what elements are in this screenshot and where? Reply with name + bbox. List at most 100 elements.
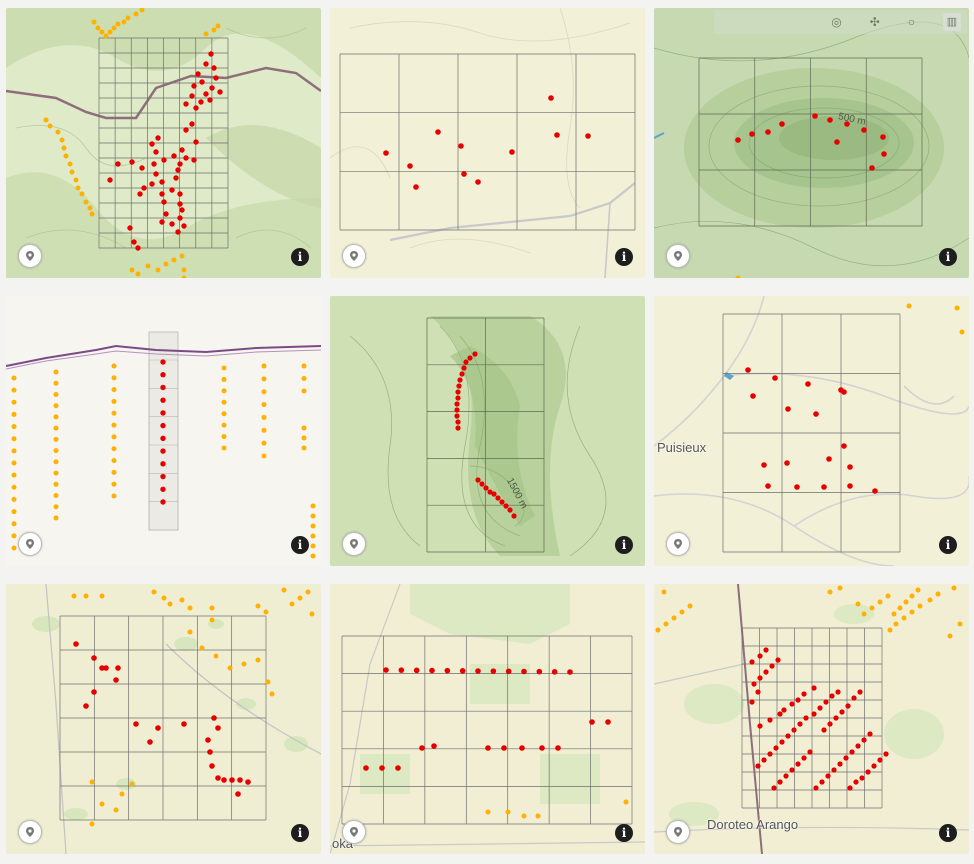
info-icon[interactable]: i xyxy=(615,248,633,266)
map-tile-2[interactable]: i xyxy=(330,8,645,278)
unsampled-point xyxy=(83,593,89,599)
sampled-point xyxy=(183,127,189,133)
locate-pin-icon[interactable] xyxy=(666,244,690,268)
unsampled-point xyxy=(53,493,59,499)
unsampled-point xyxy=(869,605,875,611)
sampled-point xyxy=(73,641,79,647)
sampled-point xyxy=(461,365,467,371)
unsampled-point xyxy=(735,275,741,278)
map-canvas xyxy=(6,8,321,278)
sampled-point xyxy=(801,755,807,761)
sampled-point xyxy=(505,668,512,675)
sampled-point xyxy=(160,359,166,365)
unsampled-point xyxy=(103,33,109,39)
locate-pin-icon[interactable] xyxy=(342,244,366,268)
unsampled-point xyxy=(111,446,117,452)
info-icon[interactable]: i xyxy=(939,248,957,266)
unsampled-point xyxy=(310,543,316,549)
sampled-point xyxy=(171,153,177,159)
ring-icon[interactable]: ◎ xyxy=(831,15,842,29)
sampled-point xyxy=(837,761,843,767)
info-icon[interactable]: i xyxy=(291,536,309,554)
sampled-point xyxy=(398,667,405,673)
locate-pin-icon[interactable] xyxy=(666,820,690,844)
unsampled-point xyxy=(203,31,209,37)
info-icon[interactable]: i xyxy=(939,536,957,554)
map-tile-5[interactable]: 1500 m i xyxy=(330,296,645,566)
sampled-point xyxy=(805,381,811,387)
unsampled-point xyxy=(133,11,139,17)
unsampled-point xyxy=(121,19,127,25)
unsampled-point xyxy=(310,523,316,529)
unsampled-point xyxy=(827,589,833,595)
sampled-point xyxy=(548,95,554,101)
sampled-point xyxy=(843,755,849,761)
map-tile-1[interactable]: i xyxy=(6,8,321,278)
unsampled-point xyxy=(951,585,957,591)
info-icon[interactable]: i xyxy=(291,248,309,266)
sampled-point xyxy=(501,745,507,751)
sampled-point xyxy=(880,134,886,140)
sampled-point xyxy=(161,199,167,205)
sampled-point xyxy=(797,721,803,727)
unsampled-point xyxy=(181,275,187,278)
unsampled-point xyxy=(163,261,169,267)
sampled-point xyxy=(189,121,195,127)
sampled-point xyxy=(833,715,839,721)
sampled-point xyxy=(487,489,493,495)
unsampled-point xyxy=(111,422,117,428)
locate-pin-icon[interactable] xyxy=(18,532,42,556)
info-icon[interactable]: i xyxy=(615,824,633,842)
locate-pin-icon[interactable] xyxy=(18,820,42,844)
sampled-point xyxy=(755,763,761,769)
unsampled-point xyxy=(909,609,915,615)
sampled-point xyxy=(115,161,121,167)
sampled-point xyxy=(521,668,527,675)
unsampled-point xyxy=(151,589,157,595)
info-icon[interactable]: i xyxy=(615,536,633,554)
unsampled-point xyxy=(111,481,117,487)
sampled-point xyxy=(811,711,817,717)
sampled-point xyxy=(191,83,197,89)
sampled-point xyxy=(825,773,831,779)
sampled-point xyxy=(483,485,489,491)
locate-pin-icon[interactable] xyxy=(342,532,366,556)
unsampled-point xyxy=(301,445,307,451)
unsampled-point xyxy=(221,411,227,417)
sampled-point xyxy=(133,721,139,727)
map-tile-6[interactable]: Puisieux i xyxy=(654,296,969,566)
info-icon[interactable]: i xyxy=(291,824,309,842)
sampled-point xyxy=(807,749,813,755)
locate-pin-icon[interactable] xyxy=(666,532,690,556)
info-icon[interactable]: i xyxy=(939,824,957,842)
unsampled-point xyxy=(671,615,677,621)
unsampled-point xyxy=(107,29,113,35)
sampled-point xyxy=(749,699,755,705)
unsampled-point xyxy=(947,633,953,639)
sampled-point xyxy=(509,149,515,155)
sampled-point xyxy=(847,483,853,489)
sampled-point xyxy=(763,669,769,675)
unsampled-point xyxy=(179,253,185,259)
bar-chart-icon[interactable]: ▥ xyxy=(943,13,961,31)
sampled-point xyxy=(772,375,778,381)
locate-pin-icon[interactable] xyxy=(18,244,42,268)
map-tile-7[interactable]: i xyxy=(6,584,321,854)
map-tile-9[interactable]: Doroteo Arango i xyxy=(654,584,969,854)
unsampled-point xyxy=(167,601,173,607)
locate-pin-icon[interactable] xyxy=(342,820,366,844)
unsampled-point xyxy=(221,422,227,428)
unsampled-point xyxy=(111,387,117,393)
map-tile-3[interactable]: ◎ ✣ ○ ▥ 500 m i xyxy=(654,8,969,278)
map-tile-4[interactable]: i xyxy=(6,296,321,566)
sampled-point xyxy=(479,481,485,487)
unsampled-point xyxy=(69,169,75,175)
sampled-point xyxy=(789,701,795,707)
unsampled-point xyxy=(227,665,233,671)
sampled-point xyxy=(857,689,863,695)
move-icon[interactable]: ✣ xyxy=(869,15,880,29)
unsampled-point xyxy=(655,627,661,633)
map-tile-8[interactable]: oka i xyxy=(330,584,645,854)
map-toolbar: ◎ ✣ ○ ▥ xyxy=(714,10,967,34)
circle-icon[interactable]: ○ xyxy=(907,15,915,29)
